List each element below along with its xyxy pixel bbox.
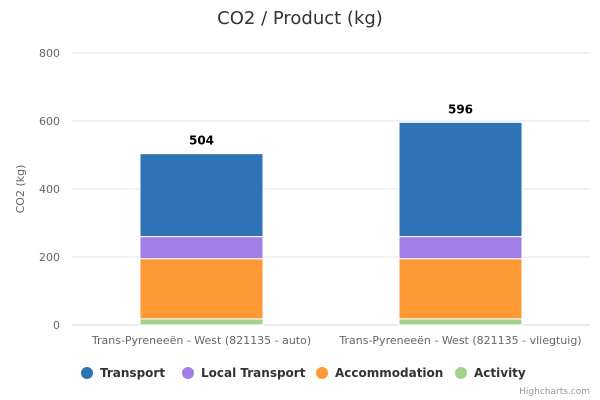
legend: Transport Local Transport Accommodation Act… [81,366,526,380]
legend-marker-icon [81,367,93,379]
legend-marker-icon [182,367,194,379]
bar-segment-activity[interactable] [139,318,264,326]
y-axis-title: CO2 (kg) [14,165,27,214]
bar-segment-activity[interactable] [398,318,523,326]
y-axis-ticks: 0 200 400 600 800 [39,47,60,332]
legend-item-local-transport[interactable]: Local Transport [182,366,306,380]
legend-item-transport[interactable]: Transport [81,366,165,380]
stack-totals: 504 596 [189,102,473,147]
x-tick-label: Trans-Pyreneeën - West (821135 - auto) [91,334,311,347]
bar-segment-local-transport[interactable] [139,236,264,260]
stack-total-label: 504 [189,134,214,148]
legend-label: Activity [474,366,526,380]
bar-segment-transport[interactable] [139,153,264,238]
y-tick-label: 800 [39,47,60,60]
x-axis-ticks: Trans-Pyreneeën - West (821135 - auto) Tr… [91,334,582,347]
bar-segment-accommodation[interactable] [398,258,523,320]
y-tick-label: 600 [39,115,60,128]
legend-label: Transport [100,366,165,380]
credits-link[interactable]: Highcharts.com [519,387,590,397]
x-tick-label: Trans-Pyreneeën - West (821135 - vliegtu… [338,334,581,347]
y-tick-label: 0 [53,319,60,332]
bar-segment-transport[interactable] [398,121,523,238]
legend-marker-icon [455,367,467,379]
stack-total-label: 596 [448,102,473,116]
y-tick-label: 200 [39,251,60,264]
legend-label: Accommodation [335,366,443,380]
bar-segment-local-transport[interactable] [398,236,523,260]
bar-segment-accommodation[interactable] [139,258,264,320]
legend-marker-icon [316,367,328,379]
y-tick-label: 400 [39,183,60,196]
legend-label: Local Transport [201,366,306,380]
legend-item-activity[interactable]: Activity [455,366,526,380]
legend-item-accommodation[interactable]: Accommodation [316,366,443,380]
chart-title: CO2 / Product (kg) [217,8,383,29]
bars [139,121,523,326]
